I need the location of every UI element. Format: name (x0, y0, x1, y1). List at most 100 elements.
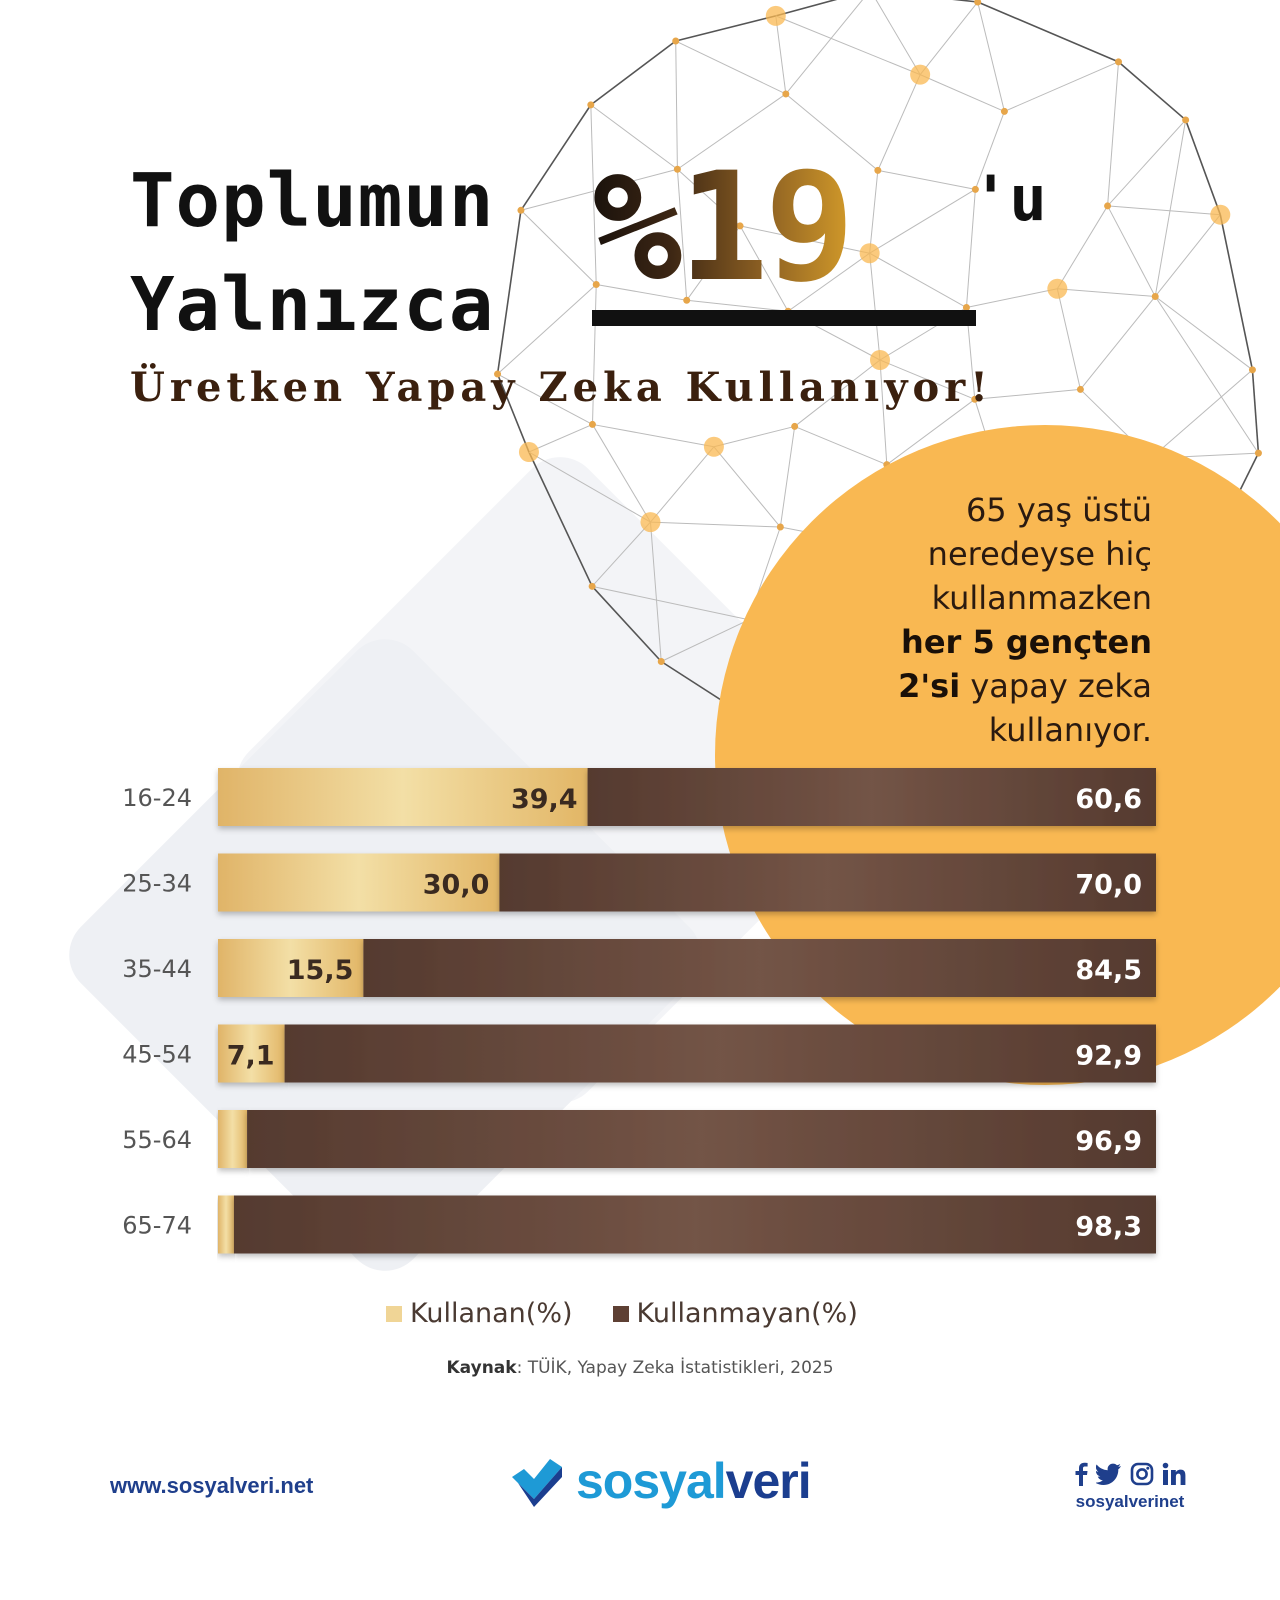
network-line (520, 209, 597, 285)
data-label-not-using: 60,6 (1075, 784, 1142, 815)
data-label-not-using: 84,5 (1075, 955, 1142, 986)
network-line (879, 359, 888, 465)
network-line (1004, 61, 1119, 112)
logo-mark-icon (512, 1459, 562, 1507)
network-node (587, 101, 595, 109)
network-node (971, 185, 979, 193)
legend-swatch-not-using (612, 1305, 629, 1322)
network-line (869, 252, 967, 308)
website-link[interactable]: www.sosyalveri.net (110, 1473, 314, 1498)
data-label-using: 39,4 (511, 784, 578, 815)
network-line (974, 111, 1005, 190)
network-line (1184, 119, 1222, 215)
network-line (590, 104, 597, 285)
bar-using (218, 1195, 234, 1254)
network-node (782, 90, 790, 98)
bar-not-using (233, 1195, 1157, 1254)
network-line (528, 423, 593, 453)
network-line (649, 522, 662, 662)
bar-not-using (363, 939, 1156, 997)
network-line (713, 425, 795, 448)
data-label-using: 7,1 (227, 1041, 275, 1072)
twitter-icon[interactable] (1095, 1463, 1122, 1489)
network-line (794, 359, 881, 427)
network-line (877, 74, 921, 171)
network-line (675, 40, 787, 95)
network-line (650, 521, 781, 528)
network-line (591, 585, 662, 663)
network-node (874, 166, 882, 174)
network-line (952, 0, 978, 3)
network-line (739, 225, 789, 312)
network-node (1254, 449, 1262, 457)
headline-line-2: Yalnızca (130, 262, 495, 348)
network-line (1154, 296, 1253, 371)
network-node (1210, 204, 1231, 225)
network-line (1154, 119, 1187, 297)
facebook-icon[interactable] (1074, 1462, 1088, 1490)
network-line (1056, 205, 1109, 289)
logo-text: sosyalveri (576, 1453, 812, 1509)
network-line (1251, 369, 1260, 454)
network-line (919, 74, 1005, 112)
note-line-6: kullanıyor. (988, 711, 1152, 749)
note-line-3: kullanmazken (931, 579, 1152, 617)
network-node (673, 165, 681, 173)
network-line (496, 210, 522, 375)
bar-using (218, 939, 364, 997)
note-line-2: neredeyse hiç (927, 535, 1152, 573)
network-line (775, 0, 838, 17)
network-line (869, 188, 976, 254)
network-line (591, 284, 597, 425)
network-node (1151, 292, 1159, 300)
instagram-icon[interactable] (1130, 1462, 1154, 1490)
network-line (675, 15, 776, 42)
network-node (588, 582, 596, 590)
network-node (683, 296, 691, 304)
network-line (591, 521, 651, 587)
network-line (1107, 205, 1221, 216)
note-line-5-rest: yapay zeka (960, 667, 1152, 705)
network-line (779, 426, 796, 528)
network-line (977, 1, 1119, 63)
note-line-4-bold: her 5 gençten (901, 623, 1152, 661)
chart-legend: Kullanan(%) Kullanmayan(%) (386, 1298, 858, 1329)
network-line (590, 104, 678, 170)
network-node (859, 243, 880, 264)
legend-item-not-using: Kullanmayan(%) (612, 1298, 858, 1329)
network-line (785, 0, 863, 95)
bar-using (218, 1024, 285, 1083)
note-line-1: 65 yaş üstü (965, 491, 1152, 529)
network-line (661, 619, 750, 662)
network-node (494, 370, 502, 378)
network-node (672, 37, 680, 45)
data-label-not-using: 70,0 (1075, 870, 1142, 901)
note-line-5-bold: 2'si (898, 667, 961, 705)
network-line (496, 373, 530, 453)
network-node (517, 206, 525, 214)
network-line (497, 284, 597, 375)
network-line (794, 425, 888, 466)
category-label: 25-34 (122, 870, 192, 898)
linkedin-icon[interactable] (1162, 1462, 1186, 1490)
network-node (974, 0, 982, 6)
network-node (518, 442, 539, 463)
network-line (1080, 296, 1156, 390)
network-node (791, 422, 799, 430)
network-line (596, 283, 687, 301)
category-label: 65-74 (122, 1212, 192, 1240)
network-node (971, 395, 979, 403)
headline-line-1: Toplumun (130, 158, 495, 244)
network-node (1182, 116, 1190, 124)
logo-text-part2: veri (725, 1453, 812, 1509)
data-label-not-using: 96,9 (1075, 1126, 1142, 1157)
network-line (1056, 288, 1081, 390)
category-label: 35-44 (122, 955, 192, 983)
network-node (640, 512, 661, 533)
network-line (1057, 288, 1156, 297)
network-line (739, 225, 870, 254)
network-line (676, 169, 688, 301)
network-node (592, 280, 600, 288)
network-line (520, 104, 592, 211)
